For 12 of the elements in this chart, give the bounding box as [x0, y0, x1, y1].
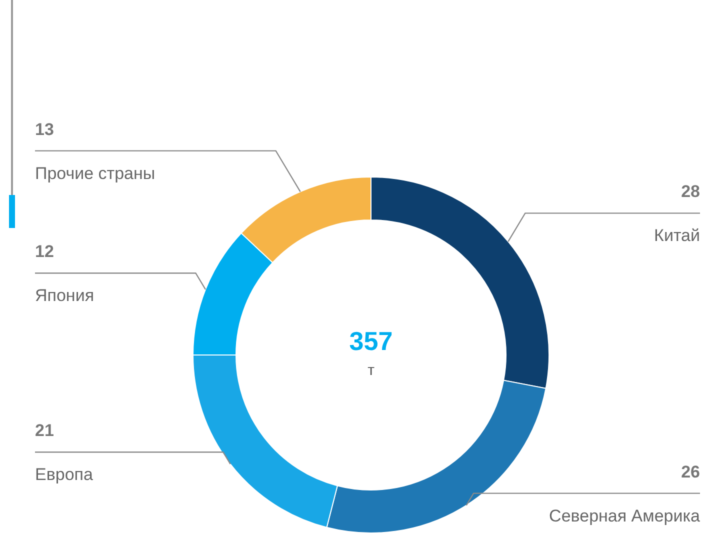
data-label: 28 — [681, 182, 700, 202]
slice-label: Китай — [654, 226, 700, 246]
text: 357 — [349, 326, 393, 356]
slice-label: Европа — [35, 465, 94, 484]
data-label: 26 — [681, 462, 700, 482]
slice-label: Северная Америка — [549, 506, 701, 526]
slice-label: Япония — [35, 286, 94, 306]
data-label: 13 — [35, 120, 54, 139]
slice-label: Прочие страны — [35, 164, 156, 183]
data-label: 21 — [35, 421, 54, 440]
text: т — [368, 362, 375, 379]
data-label: 12 — [35, 242, 54, 262]
